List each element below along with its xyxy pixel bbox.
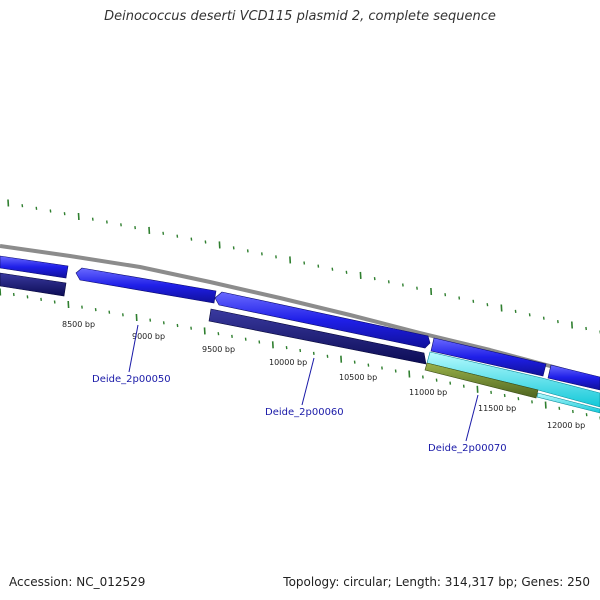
tick-label-9000: 9000 bp <box>132 332 165 341</box>
reverse-gene-1[interactable] <box>0 272 67 297</box>
inner-tick-row <box>0 288 600 420</box>
tick-label-8500: 8500 bp <box>62 320 95 329</box>
forward-gene-5[interactable] <box>547 364 600 391</box>
forward-gene-2[interactable] <box>75 267 217 304</box>
accession-text: Accession: NC_012529 <box>9 575 146 589</box>
gene-leader-2p00070 <box>465 394 479 442</box>
tick-label-11000: 11000 bp <box>409 388 447 397</box>
outer-tick-row <box>7 199 600 334</box>
forward-gene-1[interactable] <box>0 255 69 279</box>
cyan-feature-lower[interactable] <box>536 392 600 414</box>
map-title: Deinococcus deserti VCD115 plasmid 2, co… <box>104 9 496 24</box>
tick-label-11500: 11500 bp <box>478 404 516 413</box>
tick-label-12000: 12000 bp <box>547 421 585 430</box>
gene-leader-2p00050 <box>128 324 139 373</box>
tick-label-10500: 10500 bp <box>339 373 377 382</box>
tick-label-10000: 10000 bp <box>269 358 307 367</box>
tick-label-9500: 9500 bp <box>202 345 235 354</box>
gene-label-2p00060[interactable]: Deide_2p00060 <box>265 407 344 418</box>
gene-label-2p00070[interactable]: Deide_2p00070 <box>428 443 507 454</box>
olive-feature[interactable] <box>424 362 539 399</box>
reverse-gene-2[interactable] <box>208 308 427 365</box>
gene-leader-2p00060 <box>301 357 315 406</box>
forward-gene-3[interactable] <box>214 291 431 349</box>
forward-gene-4[interactable] <box>430 337 547 377</box>
gene-label-2p00050[interactable]: Deide_2p00050 <box>92 374 171 385</box>
topology-summary: Topology: circular; Length: 314,317 bp; … <box>283 575 590 589</box>
